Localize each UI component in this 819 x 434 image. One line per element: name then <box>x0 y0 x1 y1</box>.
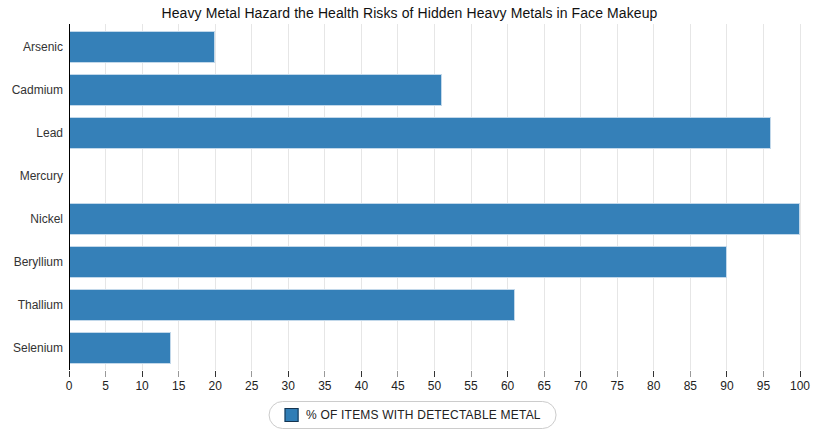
y-label-selenium: Selenium <box>0 327 63 370</box>
y-label-mercury: Mercury <box>0 155 63 198</box>
x-tickmark-10 <box>142 371 143 377</box>
x-ticklabel-90: 90 <box>707 379 747 393</box>
x-tickmark-0 <box>69 371 70 377</box>
bar-row-arsenic <box>69 26 800 69</box>
x-ticklabel-95: 95 <box>743 379 783 393</box>
y-label-arsenic: Arsenic <box>0 26 63 69</box>
bar-row-mercury <box>69 155 800 198</box>
bar-lead[interactable] <box>69 117 771 149</box>
x-ticklabel-45: 45 <box>378 379 418 393</box>
y-axis-line <box>69 24 70 370</box>
bar-arsenic[interactable] <box>69 31 215 63</box>
x-ticklabel-35: 35 <box>305 379 345 393</box>
legend-swatch-icon <box>284 408 298 422</box>
bar-nickel[interactable] <box>69 203 800 235</box>
x-ticklabel-65: 65 <box>524 379 564 393</box>
bar-thallium[interactable] <box>69 289 515 321</box>
x-tickmark-40 <box>361 371 362 377</box>
x-ticklabel-60: 60 <box>488 379 528 393</box>
x-ticklabel-40: 40 <box>341 379 381 393</box>
y-label-cadmium: Cadmium <box>0 69 63 112</box>
x-ticklabel-30: 30 <box>268 379 308 393</box>
bar-row-lead <box>69 112 800 155</box>
x-tickmark-25 <box>251 371 252 377</box>
x-ticklabel-70: 70 <box>561 379 601 393</box>
x-tickmark-75 <box>617 371 618 377</box>
x-ticklabel-10: 10 <box>122 379 162 393</box>
bar-row-nickel <box>69 198 800 241</box>
x-tickmark-45 <box>397 371 398 377</box>
bar-row-thallium <box>69 284 800 327</box>
x-ticklabel-75: 75 <box>597 379 637 393</box>
x-ticklabel-20: 20 <box>195 379 235 393</box>
x-tickmark-90 <box>726 371 727 377</box>
x-tickmark-85 <box>690 371 691 377</box>
x-tickmark-55 <box>471 371 472 377</box>
bar-chart: Heavy Metal Hazard the Health Risks of H… <box>0 0 819 434</box>
y-label-thallium: Thallium <box>0 284 63 327</box>
x-tickmark-35 <box>324 371 325 377</box>
legend-label: % OF ITEMS WITH DETECTABLE METAL <box>306 408 541 422</box>
y-label-lead: Lead <box>0 112 63 155</box>
legend[interactable]: % OF ITEMS WITH DETECTABLE METAL <box>268 401 557 429</box>
x-ticklabel-0: 0 <box>49 379 89 393</box>
x-tickmark-15 <box>178 371 179 377</box>
x-ticklabel-55: 55 <box>451 379 491 393</box>
x-tickmark-50 <box>434 371 435 377</box>
x-tickmark-60 <box>507 371 508 377</box>
x-ticklabel-100: 100 <box>780 379 819 393</box>
y-label-beryllium: Beryllium <box>0 241 63 284</box>
x-tickmark-30 <box>288 371 289 377</box>
x-tickmark-20 <box>215 371 216 377</box>
bar-row-beryllium <box>69 241 800 284</box>
x-tickmark-65 <box>544 371 545 377</box>
x-ticklabel-80: 80 <box>634 379 674 393</box>
x-tickmark-80 <box>653 371 654 377</box>
x-ticklabel-15: 15 <box>159 379 199 393</box>
x-axis: 0510152025303540455055606570758085909510… <box>69 370 800 400</box>
bar-row-cadmium <box>69 69 800 112</box>
bar-cadmium[interactable] <box>69 74 442 106</box>
x-tickmark-95 <box>763 371 764 377</box>
bar-row-selenium <box>69 327 800 370</box>
x-tickmark-70 <box>580 371 581 377</box>
x-ticklabel-25: 25 <box>232 379 272 393</box>
y-axis-labels: ArsenicCadmiumLeadMercuryNickelBeryllium… <box>0 26 63 370</box>
bar-selenium[interactable] <box>69 332 171 364</box>
x-ticklabel-50: 50 <box>415 379 455 393</box>
y-label-nickel: Nickel <box>0 198 63 241</box>
chart-title: Heavy Metal Hazard the Health Risks of H… <box>0 5 819 21</box>
bar-beryllium[interactable] <box>69 246 727 278</box>
x-ticklabel-85: 85 <box>670 379 710 393</box>
x-tickmark-100 <box>800 371 801 377</box>
plot-area <box>69 26 800 370</box>
x-tickmark-5 <box>105 371 106 377</box>
x-ticklabel-5: 5 <box>86 379 126 393</box>
